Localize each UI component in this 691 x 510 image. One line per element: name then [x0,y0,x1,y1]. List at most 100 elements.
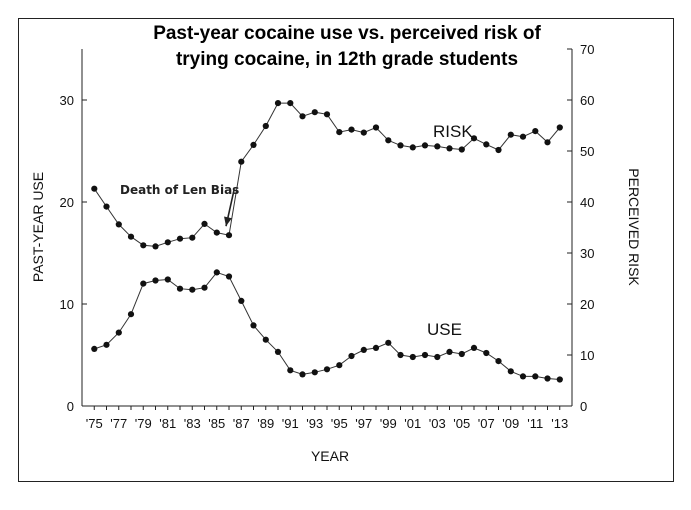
use-point [140,280,147,287]
use-point [519,373,527,380]
use-point [385,339,392,346]
risk-point [446,145,453,152]
use-point [336,362,343,369]
risk-point [152,243,159,250]
use-point [348,352,355,360]
use-point [397,351,404,359]
series-label-risk: RISK [433,122,473,141]
use-point [164,276,171,283]
use-line [94,271,560,380]
use-point [495,358,502,365]
risk-point [360,129,367,136]
use-point [189,286,196,293]
risk-point [507,131,514,138]
risk-point [103,203,110,210]
risk-point [385,137,392,144]
risk-point [397,142,404,149]
risk-point [544,139,551,146]
risk-point [225,232,233,239]
x-tick-label: '07 [478,416,495,431]
cocaine-chart: Past-year cocaine use vs. perceived risk… [30,23,642,464]
risk-point [262,122,269,130]
use-point [483,349,490,357]
left-tick-label: 0 [67,399,74,414]
risk-point [274,100,282,107]
risk-point [91,185,98,192]
x-tick-label: '05 [453,416,470,431]
right-tick-label: 60 [580,93,594,108]
risk-point [409,144,416,151]
annotation-len-bias: Death of Len Bias [120,183,239,197]
series-label-use: USE [427,320,462,339]
right-tick-label: 50 [580,144,594,159]
x-tick-label: '91 [282,416,299,431]
use-point [323,366,331,373]
risk-point [287,100,294,107]
use-point [238,297,245,304]
use-point [470,344,478,351]
use-point [409,353,416,361]
chart-title-line2: trying cocaine, in 12th grade students [176,49,518,70]
risk-point [201,220,208,227]
right-tick-label: 10 [580,348,594,363]
right-tick-label: 40 [580,195,594,210]
x-tick-label: '09 [502,416,519,431]
risk-point [495,146,502,154]
use-point [152,277,159,284]
risk-point [323,111,331,118]
risk-point [299,113,306,120]
use-point [458,350,465,358]
use-point [115,329,122,336]
y-axis-label-left: PAST-YEAR USE [30,172,46,282]
risk-point [458,146,465,153]
use-point [262,336,269,343]
use-point [446,348,453,355]
x-tick-label: '75 [86,416,103,431]
axes [81,49,573,407]
x-tick-label: '01 [404,416,421,431]
left-tick-label: 20 [60,195,74,210]
x-tick-label: '11 [527,416,543,431]
use-point [532,373,539,380]
risk-point [470,135,478,142]
right-tick-label: 20 [580,297,594,312]
risk-point [421,142,429,149]
risk-point [519,133,527,140]
x-tick-label: '95 [331,416,348,431]
chart-frame: Past-year cocaine use vs. perceived risk… [18,18,674,482]
right-tick-label: 30 [580,246,594,261]
x-tick-label: '93 [306,416,323,431]
risk-point [176,235,184,242]
x-tick-label: '77 [110,416,127,431]
use-point [556,376,563,383]
risk-point [164,239,171,246]
right-tick-label: 70 [580,42,594,57]
risk-point [238,158,245,165]
chart-title-line1: Past-year cocaine use vs. perceived risk… [153,23,541,44]
risk-point [556,124,563,131]
risk-point [336,129,343,136]
risk-point [483,141,490,148]
risk-line [93,102,561,247]
x-tick-label: '13 [551,416,568,431]
risk-point [372,124,380,131]
use-point [360,346,367,353]
x-tick-label: '87 [233,416,250,431]
x-axis-ticks: '75 '77 '79 '81 '83 '85 '87 '89 '91 '93 '95 '97 '99 '… [86,406,568,431]
x-tick-label: '83 [184,416,201,431]
x-tick-label: '79 [135,416,152,431]
use-point [299,371,306,378]
left-tick-label: 30 [60,93,74,108]
series-use [91,269,563,383]
x-tick-label: '03 [429,416,446,431]
x-tick-label: '85 [208,416,225,431]
use-point [287,367,294,374]
use-point [225,273,233,280]
risk-point [140,242,147,249]
left-axis-ticks: 0 10 20 30 [60,93,87,414]
y-axis-label-right: PERCEIVED RISK [626,168,642,286]
x-tick-label: '89 [257,416,274,431]
use-point [91,345,98,352]
use-point [274,348,282,355]
use-point [311,369,318,376]
